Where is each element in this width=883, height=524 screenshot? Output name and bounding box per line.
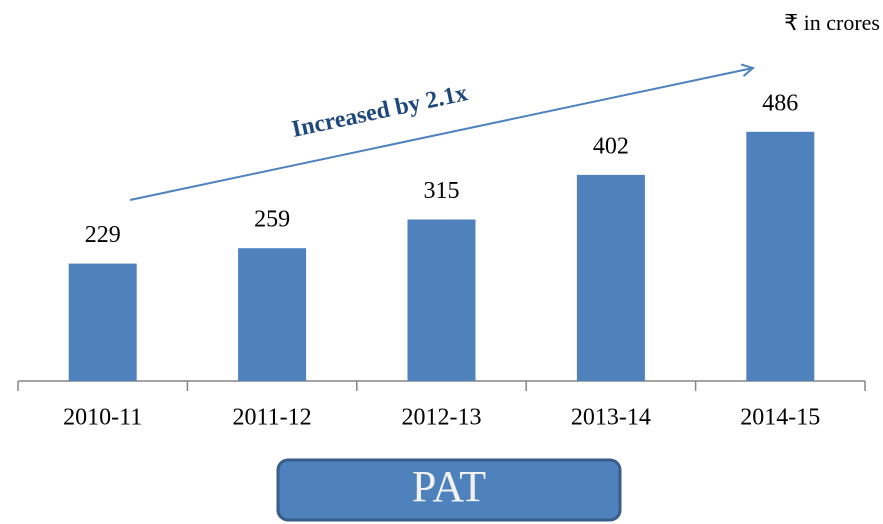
unit-note: ₹ in crores (784, 10, 880, 35)
data-label: 402 (593, 133, 629, 159)
data-label: 259 (254, 207, 290, 233)
trend-arrow (129, 68, 753, 201)
x-tick-label: 2014-15 (740, 405, 820, 431)
label-box (276, 458, 622, 522)
data-label: 229 (85, 222, 121, 248)
data-label: 315 (424, 178, 460, 204)
bar (407, 219, 476, 381)
plot: 2010-11 229 2011-12 259 2012-13 315 2013-14 402… (17, 90, 866, 431)
x-tick-label: 2011-12 (233, 405, 312, 431)
bar (746, 131, 815, 381)
x-tick-label: 2010-11 (63, 405, 142, 431)
x-tick-label: 2013-14 (571, 405, 651, 431)
label-text: PAT (412, 462, 486, 511)
data-label: 486 (762, 90, 798, 116)
x-tick-label: 2012-13 (402, 405, 482, 431)
bar (238, 248, 307, 381)
bar (576, 174, 645, 381)
bar (68, 263, 137, 381)
